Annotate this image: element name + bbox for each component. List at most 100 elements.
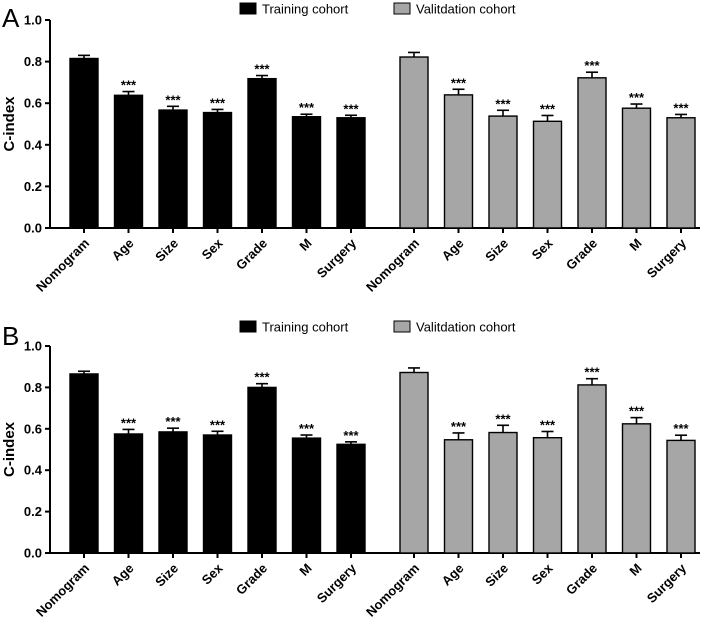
x-tick-label: Surgery bbox=[644, 235, 690, 281]
significance-label: *** bbox=[343, 101, 359, 116]
y-tick-label: 0.8 bbox=[24, 380, 42, 395]
bar-m-validation bbox=[621, 423, 652, 554]
bar-nomogram-training bbox=[69, 373, 99, 554]
x-tick-label: Surgery bbox=[644, 560, 690, 606]
x-tick-label: Surgery bbox=[314, 235, 360, 281]
x-tick-label: M bbox=[296, 561, 314, 579]
y-axis-label: C-index bbox=[1, 96, 18, 152]
significance-label: *** bbox=[165, 414, 181, 429]
bar-surgery-validation bbox=[666, 117, 696, 229]
significance-label: *** bbox=[451, 75, 467, 90]
y-tick-label: 1.0 bbox=[24, 13, 42, 28]
bar-sex-training bbox=[202, 111, 233, 229]
x-tick-label: Grade bbox=[563, 561, 600, 598]
x-tick-label: Size bbox=[152, 561, 181, 590]
significance-label: *** bbox=[673, 100, 689, 115]
bar-size-training bbox=[158, 109, 188, 229]
x-tick-label: Nomogram bbox=[33, 236, 92, 295]
x-tick-label: Nomogram bbox=[363, 236, 422, 295]
panel-label: A bbox=[2, 3, 20, 33]
significance-label: *** bbox=[495, 411, 511, 426]
bar-sex-validation bbox=[532, 437, 563, 554]
legend-label-0: Training cohort bbox=[262, 320, 349, 335]
bar-m-training bbox=[291, 116, 322, 229]
y-tick-label: 0.8 bbox=[24, 54, 42, 69]
x-tick-label: Age bbox=[439, 561, 467, 589]
bar-grade-training bbox=[247, 386, 277, 554]
legend-swatch-0 bbox=[239, 320, 257, 333]
x-tick-label: M bbox=[626, 236, 644, 254]
bar-surgery-validation bbox=[666, 439, 696, 554]
bar-sex-training bbox=[202, 434, 233, 554]
significance-label: *** bbox=[451, 419, 467, 434]
bar-age-training bbox=[113, 433, 144, 554]
x-tick-label: Size bbox=[482, 561, 511, 590]
legend-swatch-1 bbox=[393, 320, 411, 333]
significance-label: *** bbox=[299, 421, 315, 436]
x-tick-label: Sex bbox=[199, 560, 227, 588]
bar-age-validation bbox=[443, 94, 474, 229]
y-axis-label: C-index bbox=[1, 421, 18, 477]
significance-label: *** bbox=[254, 62, 270, 77]
x-tick-label: Surgery bbox=[314, 560, 360, 606]
significance-label: *** bbox=[165, 92, 181, 107]
significance-label: *** bbox=[121, 415, 137, 430]
y-tick-label: 0.4 bbox=[24, 137, 43, 152]
bar-m-training bbox=[291, 437, 322, 554]
y-tick-label: 0.6 bbox=[24, 421, 42, 436]
x-tick-label: Grade bbox=[563, 236, 600, 273]
bar-sex-validation bbox=[532, 120, 563, 229]
significance-label: *** bbox=[584, 365, 600, 380]
bar-surgery-training bbox=[336, 117, 366, 229]
significance-label: *** bbox=[540, 417, 556, 432]
y-tick-label: 0.6 bbox=[24, 96, 42, 111]
x-tick-label: Sex bbox=[529, 560, 557, 588]
x-tick-label: Grade bbox=[233, 561, 270, 598]
legend-swatch-1 bbox=[393, 2, 411, 15]
x-tick-label: Nomogram bbox=[33, 561, 92, 620]
legend-label-1: Valitdation cohort bbox=[416, 2, 516, 17]
bar-size-validation bbox=[488, 431, 518, 554]
bar-nomogram-training bbox=[69, 57, 99, 229]
significance-label: *** bbox=[584, 58, 600, 73]
bar-grade-validation bbox=[577, 384, 607, 554]
bar-nomogram-validation bbox=[399, 371, 429, 554]
legend-label-1: Valitdation cohort bbox=[416, 320, 516, 335]
y-tick-label: 0.0 bbox=[24, 221, 42, 236]
bar-m-validation bbox=[621, 107, 652, 229]
significance-label: *** bbox=[495, 96, 511, 111]
bar-age-training bbox=[113, 94, 144, 229]
significance-label: *** bbox=[629, 404, 645, 419]
panel-label: B bbox=[2, 321, 19, 351]
x-tick-label: Age bbox=[109, 561, 137, 589]
x-tick-label: Nomogram bbox=[363, 561, 422, 620]
y-tick-label: 0.0 bbox=[24, 546, 42, 561]
bar-surgery-training bbox=[336, 443, 366, 554]
bar-size-validation bbox=[488, 115, 518, 229]
significance-label: *** bbox=[299, 100, 315, 115]
x-tick-label: Sex bbox=[529, 235, 557, 263]
bar-size-training bbox=[158, 431, 188, 554]
y-tick-label: 0.2 bbox=[24, 179, 42, 194]
y-tick-label: 1.0 bbox=[24, 339, 42, 354]
significance-label: *** bbox=[540, 101, 556, 116]
significance-label: *** bbox=[343, 428, 359, 443]
x-tick-label: Age bbox=[109, 236, 137, 264]
legend-label-0: Training cohort bbox=[262, 2, 349, 17]
bar-age-validation bbox=[443, 439, 474, 554]
legend-swatch-0 bbox=[239, 2, 257, 15]
significance-label: *** bbox=[254, 370, 270, 385]
x-tick-label: M bbox=[296, 236, 314, 254]
x-tick-label: Size bbox=[482, 236, 511, 265]
x-tick-label: Grade bbox=[233, 236, 270, 273]
y-tick-label: 0.4 bbox=[24, 463, 43, 478]
bar-grade-training bbox=[247, 77, 277, 229]
chart-panel-b: B Training cohort Valitdation cohort 0.0 0.2… bbox=[1, 320, 700, 620]
x-tick-label: Size bbox=[152, 236, 181, 265]
significance-label: *** bbox=[121, 78, 137, 93]
x-tick-label: Age bbox=[439, 236, 467, 264]
significance-label: *** bbox=[673, 421, 689, 436]
x-tick-label: M bbox=[626, 561, 644, 579]
chart-panel-a: A Training cohort Valitdation cohort 0.0 0.2… bbox=[1, 2, 700, 295]
